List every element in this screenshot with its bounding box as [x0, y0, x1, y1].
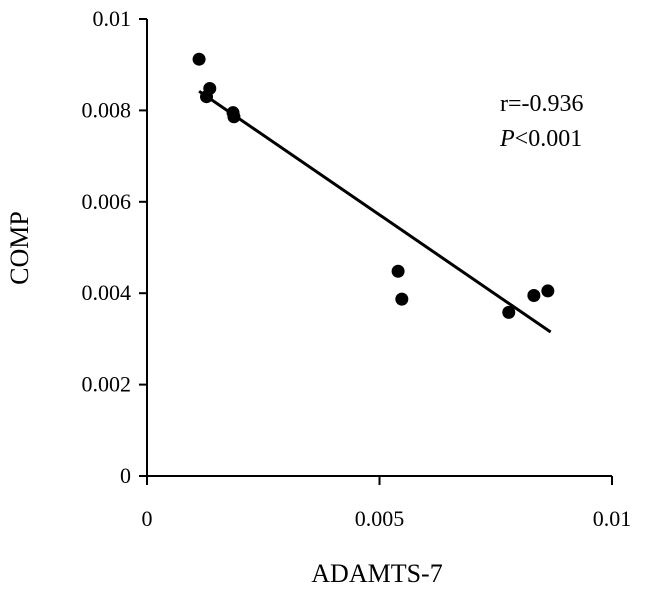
tick-labels: 0 0.002 0.004 0.006 0.008 0.01 0 0.005 0.01 — [82, 6, 632, 531]
y-tick-label: 0.002 — [82, 372, 132, 397]
p-value-annotation: P<0.001 — [499, 126, 582, 152]
y-tick-label: 0.004 — [82, 280, 132, 305]
y-tick-label: 0.01 — [93, 6, 132, 31]
p-value-text: <0.001 — [515, 126, 583, 152]
data-point — [192, 52, 206, 66]
y-tick-label: 0 — [120, 463, 131, 488]
x-tick-label: 0.005 — [355, 506, 405, 531]
y-tick-label: 0.008 — [82, 97, 132, 122]
data-points — [192, 52, 555, 319]
x-axis-title: ADAMTS-7 — [311, 559, 442, 588]
y-axis-title: COMP — [5, 211, 34, 285]
data-point — [391, 264, 405, 278]
data-point — [227, 110, 241, 124]
data-point — [395, 292, 409, 306]
x-tick-label: 0 — [142, 506, 153, 531]
data-point — [527, 288, 541, 302]
y-tick-label: 0.006 — [82, 189, 132, 214]
data-point — [200, 90, 214, 104]
axes — [139, 18, 613, 485]
trendline-layer — [198, 89, 552, 334]
regression-line — [198, 89, 552, 334]
p-value-symbol: P — [499, 126, 515, 152]
correlation-annotation: r=-0.936 — [500, 91, 584, 117]
data-point — [541, 284, 555, 298]
x-tick-label: 0.01 — [593, 506, 632, 531]
data-point — [502, 305, 516, 319]
